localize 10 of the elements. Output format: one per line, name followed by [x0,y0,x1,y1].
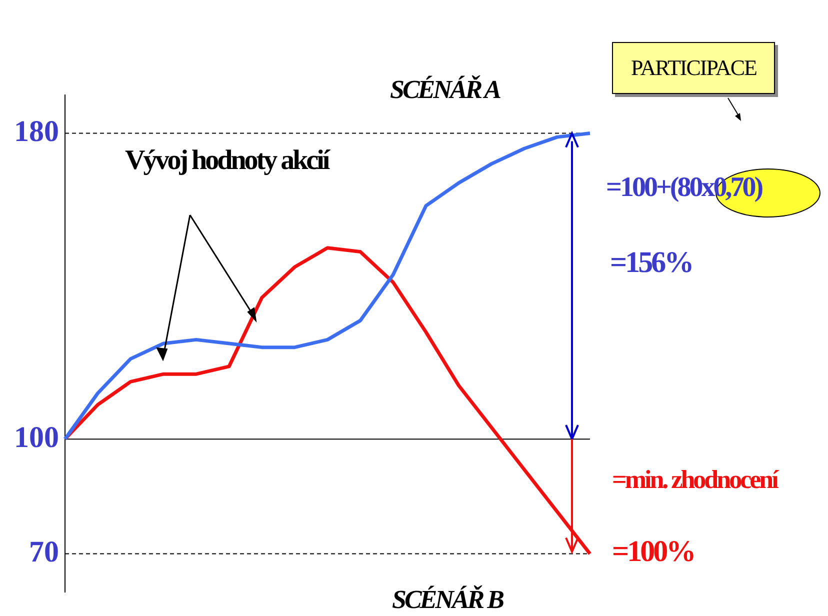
y-tick-label: 180 [14,114,59,148]
annotation: Vývoj hodnoty akcií [125,145,328,177]
y-tick-label: 100 [14,420,59,454]
text: =156% [610,246,692,280]
annotation: SCÉNÁŘ B [392,585,502,615]
annotation: SCÉNÁŘ A [390,75,500,105]
y-tick-label: 70 [29,536,59,569]
text: =min. zhodnocení [612,465,777,495]
text: PARTICIPACE [612,42,776,94]
text: =100% [612,535,694,569]
